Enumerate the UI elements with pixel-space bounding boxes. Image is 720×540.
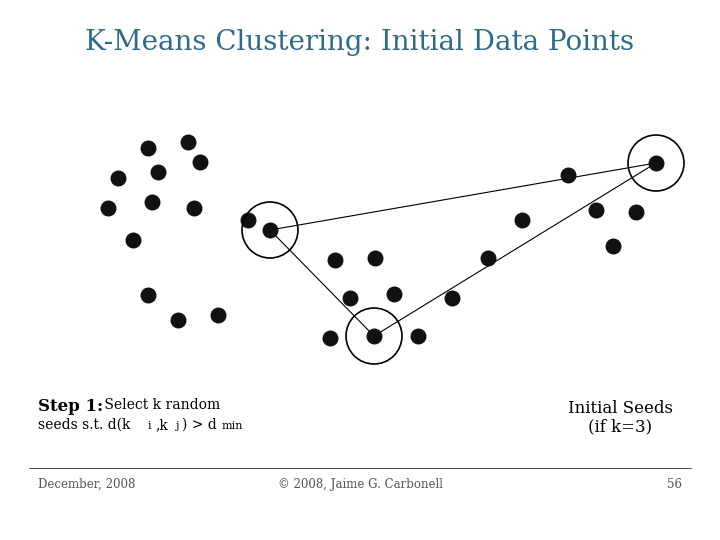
Point [212,310,224,319]
Text: K-Means Clustering: Initial Data Points: K-Means Clustering: Initial Data Points [86,29,634,56]
Point [102,204,114,212]
Point [368,332,379,340]
Text: (if k=3): (if k=3) [588,418,652,435]
Point [172,316,184,325]
Point [143,144,154,152]
Point [630,208,642,217]
Text: © 2008, Jaime G. Carbonell: © 2008, Jaime G. Carbonell [277,478,443,491]
Text: Initial Seeds: Initial Seeds [567,400,672,417]
Point [590,206,602,214]
Point [562,171,574,179]
Point [152,168,163,177]
Point [516,215,528,224]
Point [344,294,356,302]
Text: Step 1:: Step 1: [38,398,103,415]
Point [650,159,662,167]
Point [182,138,194,146]
Text: Select k random: Select k random [100,398,220,412]
Text: December, 2008: December, 2008 [38,478,135,491]
Point [482,254,494,262]
Point [264,226,276,234]
Point [127,235,139,244]
Text: seeds s.t. d(k: seeds s.t. d(k [38,418,130,432]
Point [446,294,458,302]
Text: j: j [175,421,179,431]
Text: min: min [222,421,243,431]
Point [188,204,199,212]
Text: ,k: ,k [155,418,168,432]
Text: 56: 56 [667,478,682,491]
Point [388,289,400,298]
Point [369,254,381,262]
Point [329,255,341,264]
Text: i: i [148,421,152,431]
Point [194,158,206,166]
Point [143,291,154,299]
Point [112,174,124,183]
Point [607,242,618,251]
Text: ) > d: ) > d [182,418,217,432]
Point [324,334,336,342]
Point [242,215,253,224]
Point [146,198,158,206]
Point [413,332,424,340]
